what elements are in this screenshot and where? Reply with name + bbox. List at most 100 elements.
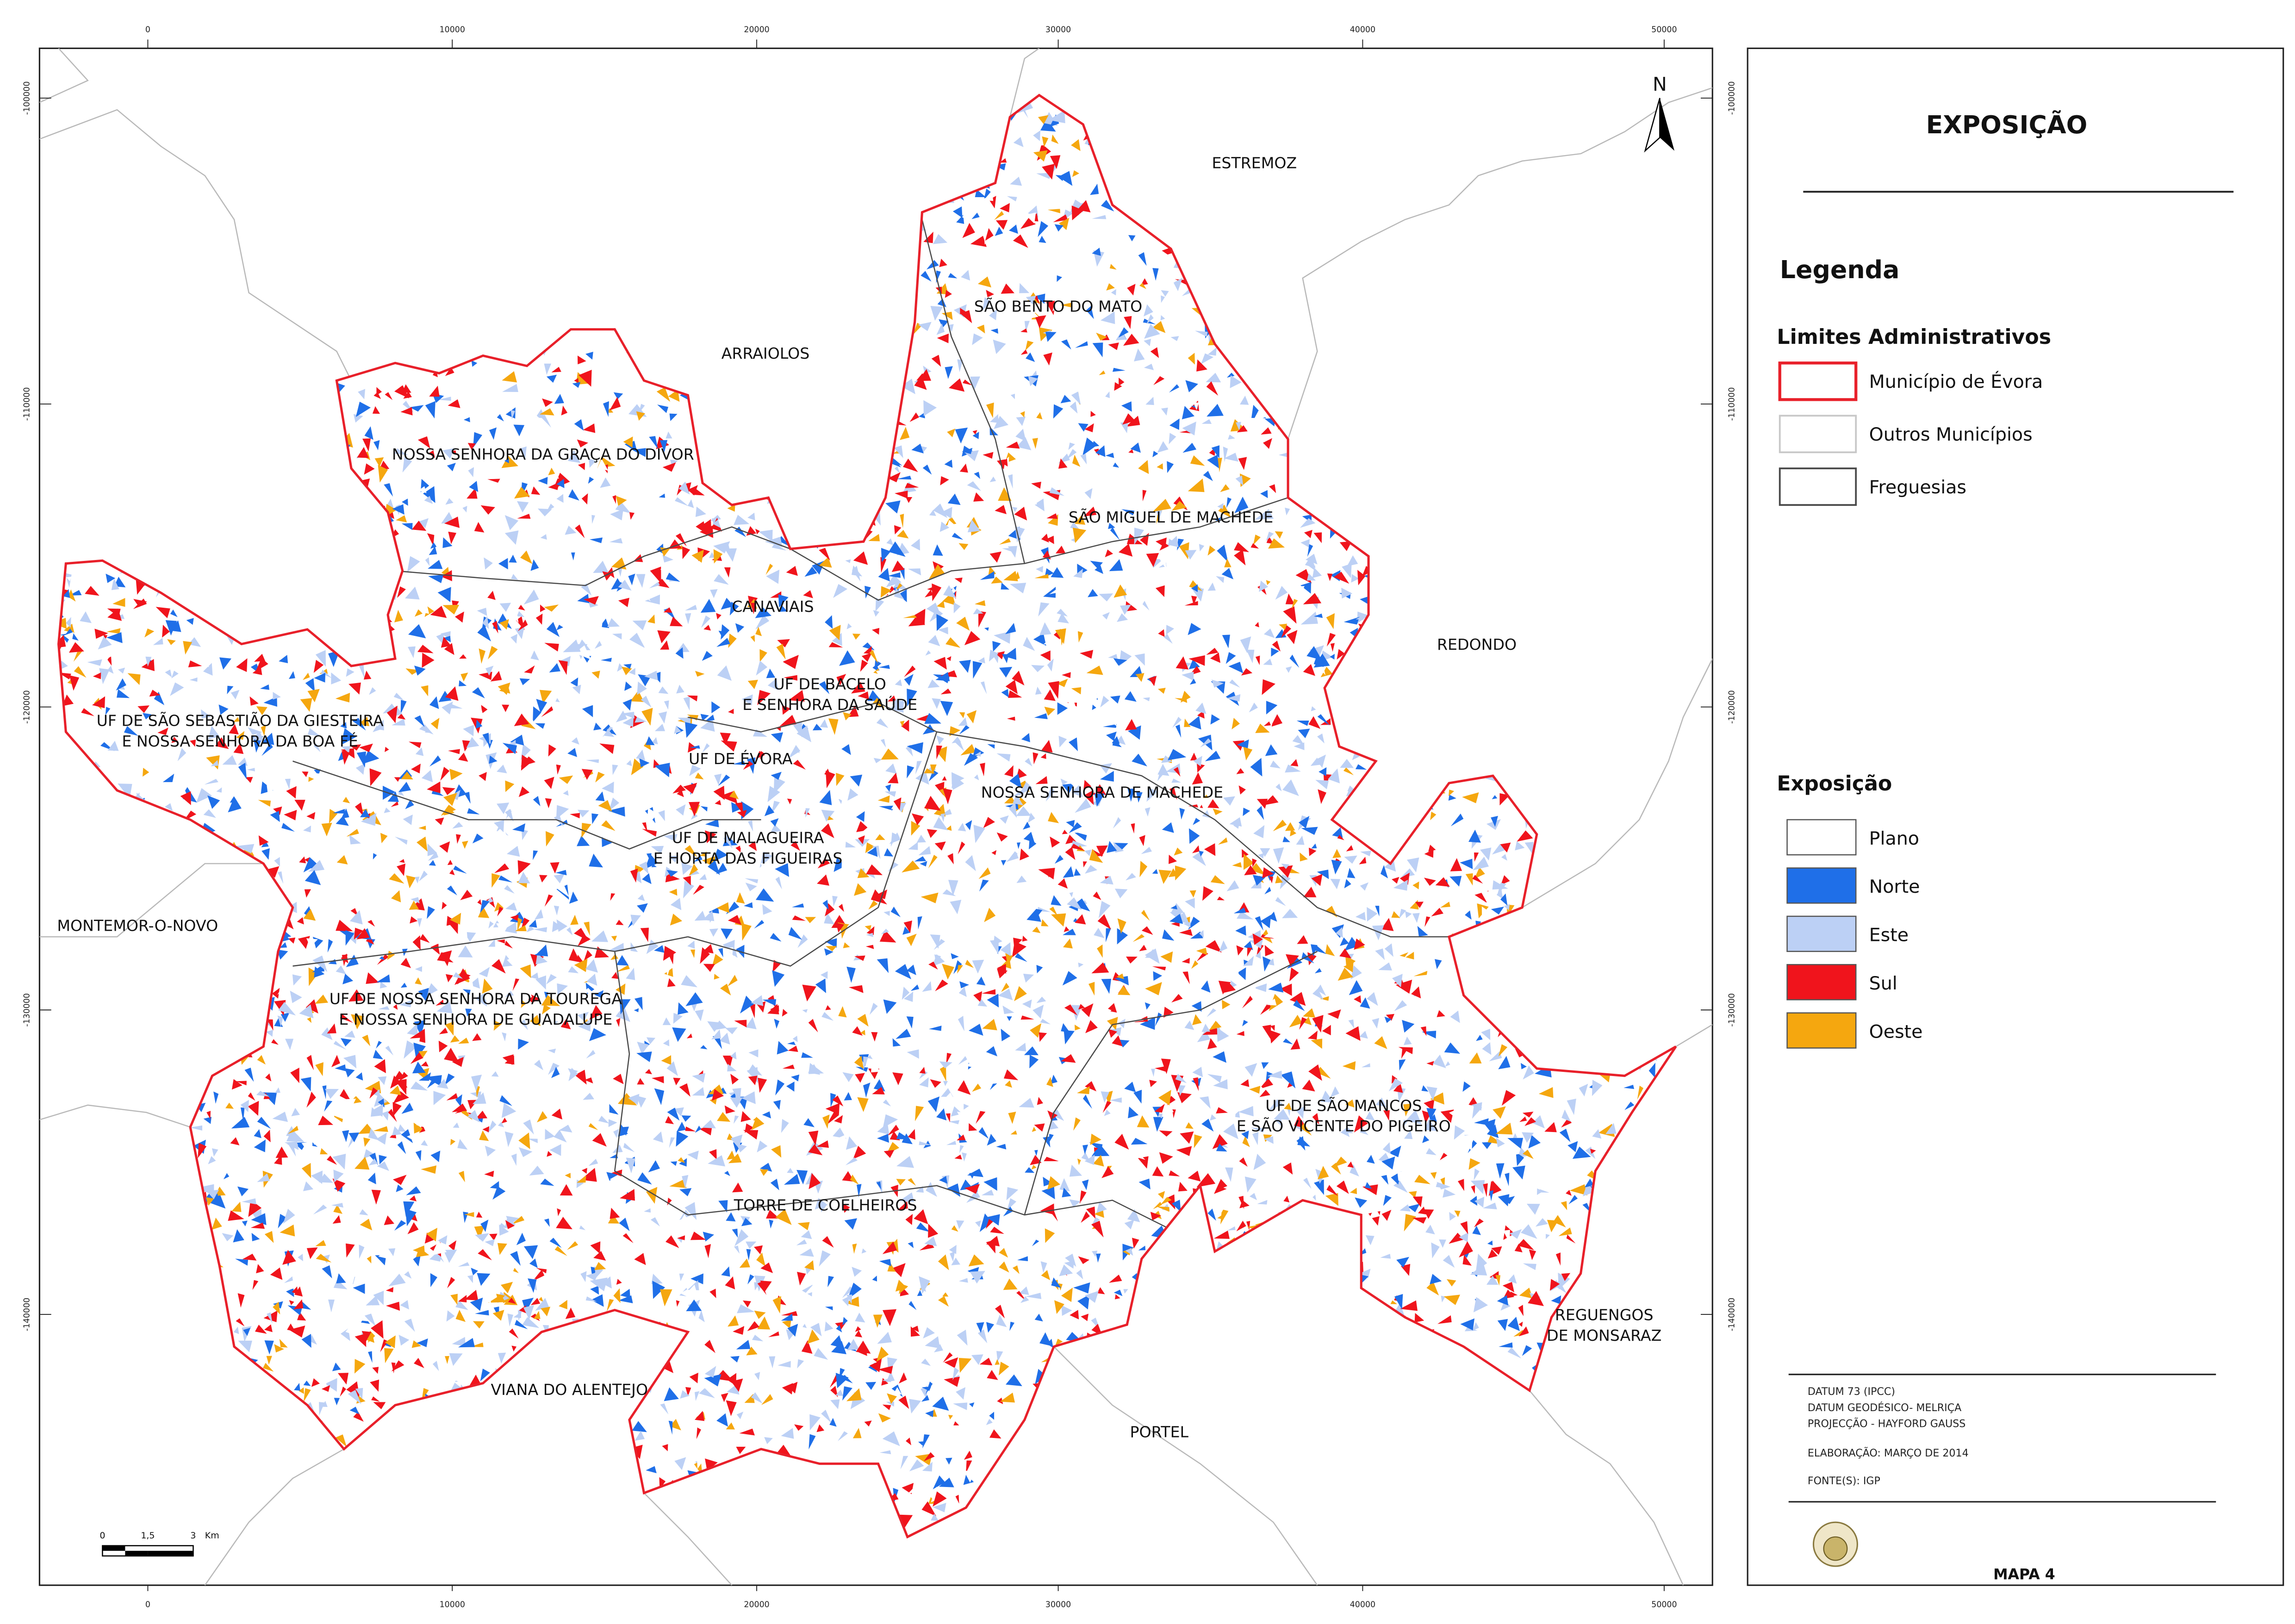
exposure-patch bbox=[784, 1070, 797, 1084]
exposure-patch bbox=[743, 1130, 759, 1140]
exposure-patch bbox=[1249, 940, 1263, 949]
exposure-patch bbox=[898, 1395, 909, 1409]
exposure-patch bbox=[1051, 895, 1062, 906]
exposure-patch bbox=[1393, 1181, 1408, 1193]
exposure-patch bbox=[953, 1402, 968, 1410]
exposure-patch bbox=[997, 989, 1013, 1001]
exposure-patch bbox=[699, 874, 707, 880]
exposure-patch bbox=[1213, 1051, 1226, 1063]
exposure-patch bbox=[770, 818, 779, 827]
exposure-patch bbox=[508, 1298, 516, 1304]
exposure-patch bbox=[1404, 1130, 1413, 1139]
exposure-patch bbox=[996, 1314, 1007, 1327]
exposure-patch bbox=[709, 1391, 719, 1400]
exposure-patch bbox=[427, 906, 435, 919]
exposure-patch bbox=[62, 694, 74, 706]
exposure-patch bbox=[1180, 691, 1191, 703]
exposure-patch bbox=[677, 790, 684, 797]
exposure-patch bbox=[876, 1346, 889, 1362]
exposure-patch bbox=[850, 1174, 859, 1185]
exposure-patch bbox=[430, 606, 447, 618]
exposure-patch bbox=[1155, 537, 1167, 548]
exposure-patch bbox=[1492, 844, 1505, 855]
exposure-patch bbox=[734, 515, 750, 525]
exposure-patch bbox=[680, 1390, 690, 1399]
exposure-patch bbox=[1470, 1180, 1485, 1195]
exposure-patch bbox=[425, 983, 438, 997]
exposure-patch bbox=[1254, 983, 1267, 992]
exposure-patch bbox=[568, 966, 579, 973]
exposure-patch bbox=[973, 492, 984, 502]
exposure-patch bbox=[995, 505, 1007, 515]
exposure-patch bbox=[958, 986, 967, 997]
exposure-patch bbox=[409, 405, 424, 412]
exposure-patch bbox=[1145, 397, 1154, 405]
exposure-patch bbox=[1085, 1020, 1098, 1033]
exposure-patch bbox=[1240, 636, 1251, 653]
exposure-patch bbox=[1045, 787, 1056, 802]
exposure-patch bbox=[900, 427, 910, 440]
exposure-patch bbox=[355, 1388, 363, 1400]
exposure-patch bbox=[474, 993, 487, 1007]
exposure-patch bbox=[584, 988, 597, 997]
exposure-patch bbox=[266, 1030, 273, 1037]
exposure-patch bbox=[972, 431, 979, 439]
exposure-patch bbox=[483, 994, 493, 1007]
exposure-patch bbox=[300, 698, 312, 712]
exposure-patch bbox=[933, 657, 947, 670]
exposure-patch bbox=[857, 825, 872, 836]
exposure-patch bbox=[632, 1421, 647, 1432]
exposure-patch bbox=[1016, 437, 1032, 450]
exposure-patch bbox=[593, 560, 609, 573]
exposure-patch bbox=[978, 657, 985, 664]
exposure-patch bbox=[958, 823, 966, 832]
exposure-patch bbox=[546, 974, 557, 984]
exposure-patch bbox=[1325, 944, 1335, 956]
exposure-patch bbox=[886, 1401, 895, 1407]
exposure-patch bbox=[1558, 1227, 1572, 1236]
exposure-patch bbox=[1290, 759, 1299, 766]
exposure-patch bbox=[1331, 1163, 1341, 1175]
exposure-patch bbox=[482, 978, 493, 994]
exposure-patch bbox=[1178, 1085, 1186, 1096]
exposure-patch bbox=[583, 1093, 595, 1100]
exposure-patch bbox=[979, 879, 989, 892]
exposure-patch bbox=[1159, 1152, 1173, 1164]
exposure-patch bbox=[417, 1338, 428, 1347]
exposure-patch bbox=[516, 1232, 526, 1245]
exposure-patch bbox=[1365, 1111, 1375, 1121]
exposure-patch bbox=[553, 1221, 559, 1227]
exposure-patch bbox=[661, 1055, 672, 1065]
exposure-patch bbox=[279, 781, 287, 785]
exposure-patch bbox=[1314, 1179, 1324, 1195]
exposure-patch bbox=[81, 708, 94, 716]
exposure-patch bbox=[421, 1140, 428, 1146]
exposure-patch bbox=[1235, 925, 1246, 936]
exposure-patch bbox=[1020, 411, 1025, 417]
exposure-patch bbox=[1367, 992, 1378, 1006]
exposure-patch bbox=[689, 543, 697, 551]
exposure-patch bbox=[878, 1413, 891, 1423]
exposure-patch bbox=[1372, 1018, 1380, 1029]
exposure-patch bbox=[1360, 997, 1370, 1009]
exposure-patch bbox=[718, 948, 723, 958]
exposure-patch bbox=[845, 841, 856, 848]
exposure-patch bbox=[637, 894, 645, 901]
exposure-patch bbox=[359, 665, 365, 679]
exposure-patch bbox=[831, 1341, 846, 1355]
exposure-patch bbox=[1332, 827, 1343, 838]
exposure-patch bbox=[830, 1399, 840, 1409]
exposure-patch bbox=[348, 989, 364, 1002]
exposure-patch bbox=[987, 1133, 996, 1146]
exposure-patch bbox=[999, 666, 1013, 678]
exposure-patch bbox=[915, 771, 929, 785]
exposure-patch bbox=[85, 712, 94, 721]
exposure-patch bbox=[1424, 877, 1436, 886]
exposure-patch bbox=[665, 960, 672, 977]
exposure-patch bbox=[1137, 1115, 1150, 1128]
exposure-patch bbox=[1069, 1164, 1082, 1177]
exposure-patch bbox=[665, 873, 680, 883]
exposure-patch bbox=[1270, 714, 1283, 727]
exposure-patch bbox=[493, 1020, 502, 1031]
exposure-patch bbox=[703, 1410, 715, 1419]
